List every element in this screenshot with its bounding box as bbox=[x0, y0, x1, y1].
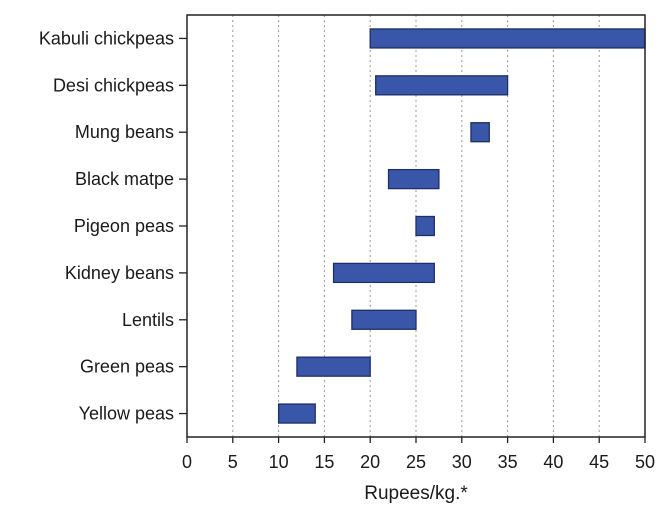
category-label: Desi chickpeas bbox=[53, 75, 174, 95]
bar-kidney-beans bbox=[332, 262, 435, 284]
bar-pigeon-peas bbox=[415, 215, 435, 237]
bar-green-peas bbox=[296, 356, 371, 377]
x-tick-label: 40 bbox=[543, 452, 563, 472]
bar-desi-chickpeas bbox=[375, 75, 509, 96]
category-label: Kabuli chickpeas bbox=[39, 28, 174, 48]
bar-yellow-peas bbox=[277, 403, 316, 424]
category-label: Green peas bbox=[80, 357, 174, 377]
x-tick-label: 10 bbox=[269, 452, 289, 472]
x-tick-label: 20 bbox=[360, 452, 380, 472]
x-tick-label: 15 bbox=[314, 452, 334, 472]
axis-ticks bbox=[179, 37, 646, 443]
x-tick-label: 45 bbox=[589, 452, 609, 472]
bar-black-matpe bbox=[387, 168, 440, 190]
category-label: Pigeon peas bbox=[74, 216, 174, 236]
category-labels: Kabuli chickpeas Desi chickpeas Mung beans… bbox=[39, 28, 174, 423]
x-axis-title: Rupees/kg.* bbox=[364, 483, 468, 504]
x-tick-label: 30 bbox=[452, 452, 472, 472]
category-label: Kidney beans bbox=[65, 263, 174, 283]
x-tick-label: 50 bbox=[635, 452, 655, 472]
bar-kabuli-chickpeas bbox=[369, 28, 646, 49]
category-label: Black matpe bbox=[75, 169, 174, 189]
x-tick-label: 0 bbox=[182, 452, 192, 472]
x-tick-label: 25 bbox=[406, 452, 426, 472]
bar-lentils bbox=[351, 309, 417, 330]
x-tick-labels: 0 5 10 15 20 25 30 35 40 45 50 bbox=[182, 452, 655, 472]
x-tick-label: 5 bbox=[228, 452, 238, 472]
category-label: Mung beans bbox=[75, 122, 174, 142]
bar-mung-beans bbox=[470, 122, 490, 143]
category-label: Lentils bbox=[122, 310, 174, 330]
x-tick-label: 35 bbox=[498, 452, 518, 472]
category-label: Yellow peas bbox=[79, 404, 174, 424]
